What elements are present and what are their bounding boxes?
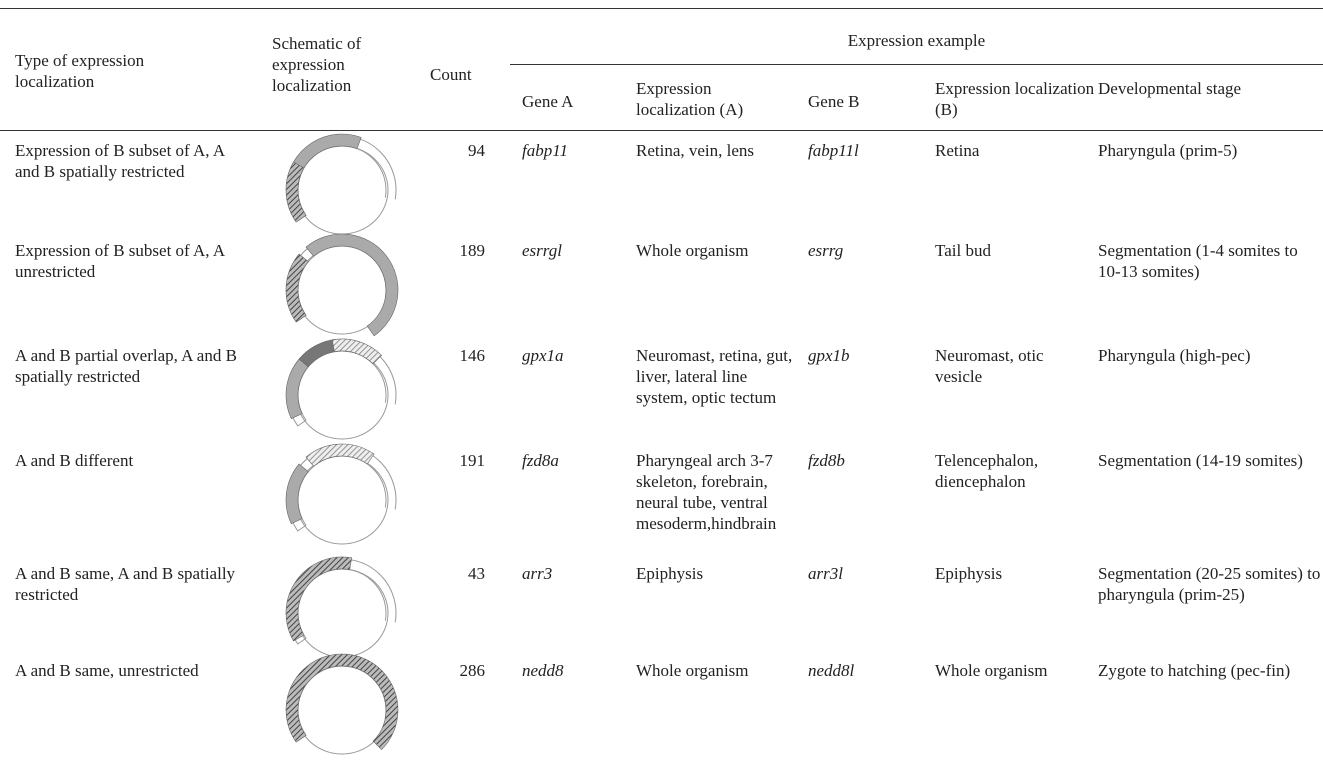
table-cell: Neuromast, retina, gut, liver, lateral l… (636, 345, 801, 408)
count-cell: 189 (430, 240, 485, 261)
table-cell: Zygote to hatching (pec-fin) (1098, 660, 1323, 681)
table-cell: Whole organism (935, 660, 1090, 681)
table-cell: fzd8b (808, 450, 918, 471)
table-cell: Pharyngula (high-pec) (1098, 345, 1323, 366)
table-cell: fabp11l (808, 140, 918, 161)
expression-region (286, 359, 308, 419)
expression-region (286, 254, 308, 322)
expression-region (286, 557, 352, 641)
table-cell: gpx1b (808, 345, 918, 366)
table-cell: Expression of B subset of A, A unrestric… (15, 240, 245, 282)
table-cell: fabp11 (522, 140, 622, 161)
table-cell: A and B partial overlap, A and B spatial… (15, 345, 245, 387)
table-cell: arr3 (522, 563, 622, 584)
table-cell: Expression of B subset of A, A and B spa… (15, 140, 245, 182)
embryo-outline (288, 446, 396, 531)
table-cell: Telencephalon, diencephalon (935, 450, 1090, 492)
table-cell: Tail bud (935, 240, 1090, 261)
table-cell: arr3l (808, 563, 918, 584)
table-cell: Retina, vein, lens (636, 140, 801, 161)
table-cell: A and B same, A and B spatially restrict… (15, 563, 245, 605)
table-cell: Pharyngula (prim-5) (1098, 140, 1323, 161)
table-page: Type of expression localization Schemati… (0, 0, 1323, 761)
table-cell: esrrg (808, 240, 918, 261)
table-cell: fzd8a (522, 450, 622, 471)
table-cell: gpx1a (522, 345, 622, 366)
expression-region (306, 444, 374, 466)
table-cell: Segmentation (14-19 somites) (1098, 450, 1323, 471)
table-cell: Segmentation (1-4 somites to 10-13 somit… (1098, 240, 1323, 282)
table-cell: Segmentation (20-25 somites) to pharyngu… (1098, 563, 1323, 605)
expression-region (299, 339, 338, 367)
count-cell: 94 (430, 140, 485, 161)
expression-region (286, 464, 308, 524)
table-cell: nedd8 (522, 660, 622, 681)
table-cell: Whole organism (636, 660, 801, 681)
table-cell: esrrgl (522, 240, 622, 261)
table-cell: Whole organism (636, 240, 801, 261)
count-cell: 146 (430, 345, 485, 366)
table-cell: Neuromast, otic vesicle (935, 345, 1090, 387)
table-cell: Epiphysis (636, 563, 801, 584)
table-cell: Epiphysis (935, 563, 1090, 584)
expression-region (286, 162, 306, 222)
count-cell: 286 (430, 660, 485, 681)
count-cell: 191 (430, 450, 485, 471)
embryo-outline (296, 456, 388, 544)
expression-region (306, 234, 398, 336)
expression-region (286, 654, 398, 750)
table-cell: Retina (935, 140, 1090, 161)
table-cell: Pharyngeal arch 3-7 skeleton, forebrain,… (636, 450, 801, 534)
table-cell: nedd8l (808, 660, 918, 681)
table-cell: A and B different (15, 450, 245, 471)
count-cell: 43 (430, 563, 485, 584)
table-cell: A and B same, unrestricted (15, 660, 245, 681)
